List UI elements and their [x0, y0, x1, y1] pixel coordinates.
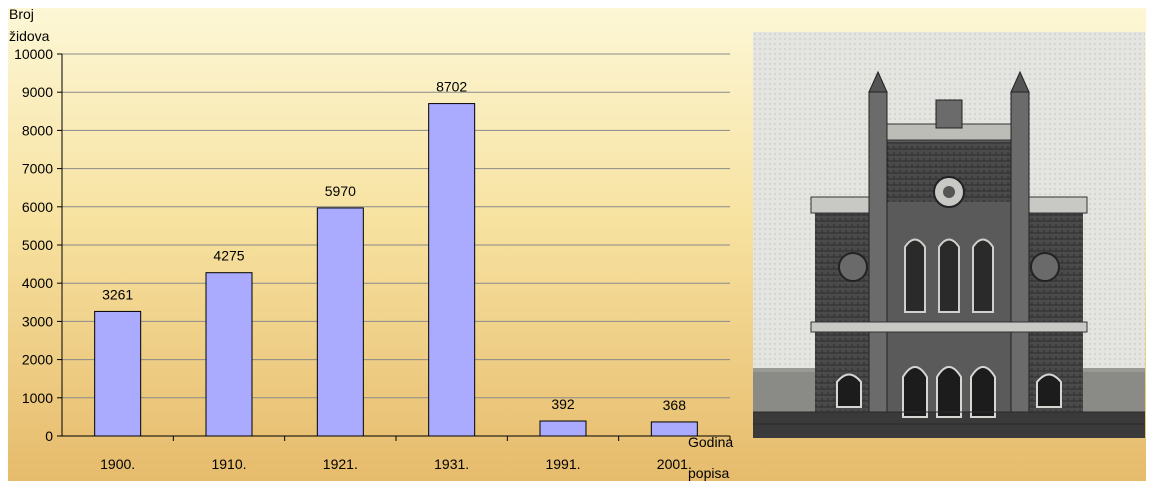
y-tick-labels: 0 1000 2000 3000 4000 5000 6000 7000 8000 9000 100…	[14, 46, 53, 444]
y-tick-label: 5000	[22, 237, 53, 253]
x-tick-label: 1991.	[545, 456, 580, 472]
data-label: 8702	[436, 79, 467, 95]
bar-1931	[428, 103, 476, 437]
data-labels: 3261 4275 5970 8702 392 368	[102, 79, 686, 413]
bar-1900	[94, 310, 142, 437]
y-axis-title-line-2: židova	[9, 28, 50, 44]
y-tick-label: 7000	[22, 161, 53, 177]
x-tick-label: 1921.	[323, 456, 358, 472]
gridlines	[62, 53, 730, 399]
bar-chart: 3261 4275 5970 8702 392 368 0 1000 2000 3000 4000…	[9, 6, 733, 481]
synagogue-building-icon	[753, 32, 1145, 438]
data-label: 3261	[102, 286, 133, 302]
x-axis-title-line-1: Godina	[688, 434, 733, 450]
bars	[94, 103, 698, 437]
y-tick-label: 3000	[22, 313, 53, 329]
synagogue-photo	[753, 32, 1145, 438]
bar-1910	[205, 272, 253, 437]
data-label: 392	[551, 396, 575, 412]
y-tick-label: 8000	[22, 122, 53, 138]
x-axis-title-line-2: popisa	[688, 465, 729, 481]
y-tick-label: 0	[45, 428, 53, 444]
y-tick-label: 2000	[22, 352, 53, 368]
x-tick-label: 2001.	[657, 456, 692, 472]
y-tick-label: 9000	[22, 84, 53, 100]
x-tick-labels: 1900. 1910. 1921. 1931. 1991. 2001.	[100, 456, 692, 472]
x-tick-label: 1931.	[434, 456, 469, 472]
x-tick-label: 1910.	[211, 456, 246, 472]
bar-1921	[316, 207, 364, 437]
bar-1991	[539, 420, 587, 437]
y-tick-label: 6000	[22, 199, 53, 215]
y-tick-label: 1000	[22, 390, 53, 406]
y-tick-label: 4000	[22, 275, 53, 291]
axes	[57, 53, 731, 441]
data-label: 4275	[213, 248, 244, 264]
data-label: 5970	[325, 183, 356, 199]
y-tick-label: 10000	[14, 46, 53, 62]
data-label: 368	[663, 397, 687, 413]
y-axis-title-line-1: Broj	[9, 6, 34, 22]
x-tick-label: 1900.	[100, 456, 135, 472]
